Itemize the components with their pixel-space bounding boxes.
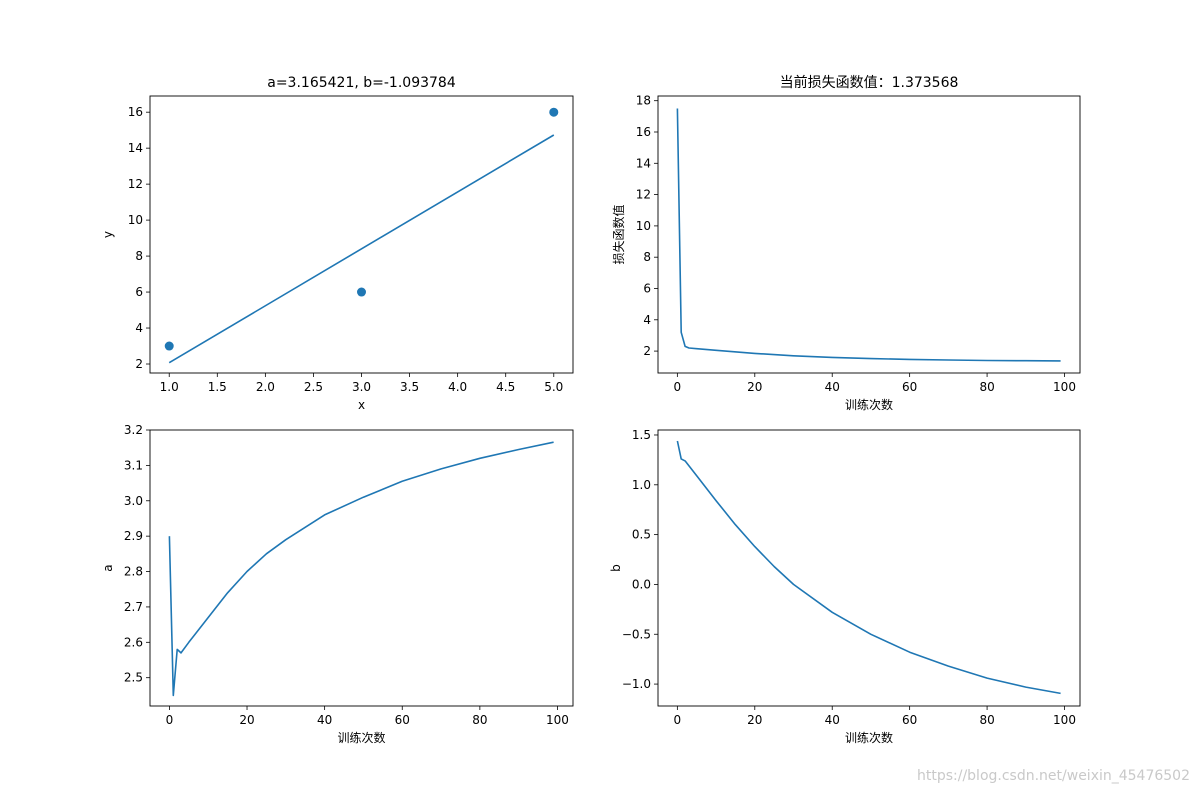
watermark: https://blog.csdn.net/weixin_45476502 xyxy=(916,768,1190,784)
y-tick-label: 12 xyxy=(636,188,651,202)
x-tick-label: 2.5 xyxy=(304,380,323,394)
y-tick-label: 10 xyxy=(128,213,143,227)
y-axis-label: 损失函数值 xyxy=(611,204,626,264)
fit-line xyxy=(168,134,555,364)
chart-title: 当前损失函数值：1.373568 xyxy=(780,74,959,91)
y-tick-label: 8 xyxy=(643,250,651,264)
y-tick-label: −1.0 xyxy=(622,677,651,691)
x-tick-label: 4.0 xyxy=(448,380,467,394)
x-axis-label: x xyxy=(358,398,365,412)
y-tick-label: 2.7 xyxy=(124,600,143,614)
x-tick-label: 40 xyxy=(317,713,332,727)
x-tick-label: 60 xyxy=(902,380,917,394)
y-tick-label: 3.0 xyxy=(124,494,143,508)
axes-frame xyxy=(149,95,574,374)
y-axis-label: b xyxy=(609,564,623,572)
y-tick-label: 4 xyxy=(643,313,651,327)
x-tick-label: 40 xyxy=(825,713,840,727)
x-tick-label: 20 xyxy=(747,380,762,394)
series-line xyxy=(168,441,554,697)
chart-title: a=3.165421, b=-1.093784 xyxy=(267,75,456,91)
x-tick-label: 0 xyxy=(674,380,682,394)
y-tick-label: 2.5 xyxy=(124,671,143,685)
x-tick-label: 80 xyxy=(979,380,994,394)
y-tick-label: 3.2 xyxy=(124,423,143,437)
x-tick-label: 80 xyxy=(979,713,994,727)
x-tick-label: 4.5 xyxy=(496,380,515,394)
data-point xyxy=(549,107,559,117)
x-tick-label: 100 xyxy=(1053,713,1076,727)
y-tick-label: 14 xyxy=(636,156,651,170)
axes-frame xyxy=(149,429,574,707)
x-tick-label: 60 xyxy=(902,713,917,727)
x-tick-label: 60 xyxy=(395,713,410,727)
x-tick-label: 80 xyxy=(472,713,487,727)
x-axis-label: 训练次数 xyxy=(337,730,385,745)
y-axis-label: y xyxy=(101,231,115,238)
subplot-3: 0 20 40 60 80 100 2.5 2.6 2.7 2.8 2.9 3.0 3.1 3.2 训练次数… xyxy=(101,423,574,745)
series-line xyxy=(676,108,1061,362)
axes-frame xyxy=(657,429,1081,707)
x-tick-label: 1.0 xyxy=(160,380,179,394)
x-tick-label: 5.0 xyxy=(544,380,563,394)
axes-frame xyxy=(657,95,1081,374)
y-tick-label: 12 xyxy=(128,177,143,191)
x-tick-label: 0 xyxy=(166,713,174,727)
y-tick-label: 16 xyxy=(128,105,143,119)
y-tick-label: 10 xyxy=(636,219,651,233)
x-axis-label: 训练次数 xyxy=(845,730,893,745)
y-tick-label: 0.0 xyxy=(632,577,651,591)
y-tick-label: 3.1 xyxy=(124,458,143,472)
x-tick-label: 40 xyxy=(825,380,840,394)
x-tick-label: 3.0 xyxy=(352,380,371,394)
data-point xyxy=(164,341,174,351)
y-axis-label: a xyxy=(101,564,115,571)
y-tick-label: 18 xyxy=(636,94,651,108)
subplot-4: 0 20 40 60 80 100 −1.0 −0.5 0.0 0.5 1.0 1.5 训练次数 b xyxy=(609,428,1081,745)
y-tick-label: 16 xyxy=(636,125,651,139)
y-tick-label: 6 xyxy=(643,281,651,295)
y-tick-label: 2 xyxy=(135,357,143,371)
x-tick-label: 2.0 xyxy=(256,380,275,394)
x-tick-label: 100 xyxy=(546,713,569,727)
subplot-1: 1.0 1.5 2.0 2.5 3.0 3.5 4.0 4.5 5.0 2 4 6 8 10 12 14 16 a… xyxy=(101,75,574,412)
y-tick-label: 6 xyxy=(135,285,143,299)
y-tick-label: 2 xyxy=(643,344,651,358)
y-tick-label: 2.6 xyxy=(124,635,143,649)
y-tick-label: 1.5 xyxy=(632,428,651,442)
y-tick-label: 0.5 xyxy=(632,528,651,542)
y-tick-label: 1.0 xyxy=(632,478,651,492)
x-tick-label: 1.5 xyxy=(208,380,227,394)
y-tick-label: 2.8 xyxy=(124,565,143,579)
data-point xyxy=(357,287,366,297)
series-line xyxy=(676,440,1061,695)
y-tick-label: 14 xyxy=(128,141,143,155)
x-tick-label: 3.5 xyxy=(400,380,419,394)
y-tick-label: 2.9 xyxy=(124,529,143,543)
x-tick-label: 20 xyxy=(747,713,762,727)
y-tick-label: −0.5 xyxy=(622,627,651,641)
x-tick-label: 0 xyxy=(674,713,682,727)
y-tick-label: 4 xyxy=(135,321,143,335)
x-axis-label: 训练次数 xyxy=(845,397,893,412)
y-tick-label: 8 xyxy=(135,249,143,263)
subplot-2: 0 20 40 60 80 100 2 4 6 8 10 12 14 16 18 当前损失函数值：1.3735… xyxy=(611,74,1081,412)
x-tick-label: 100 xyxy=(1053,380,1076,394)
x-tick-label: 20 xyxy=(239,713,254,727)
